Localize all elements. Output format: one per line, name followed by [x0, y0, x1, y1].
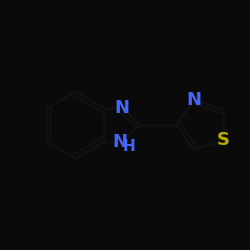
Text: N: N: [186, 91, 202, 109]
Text: H: H: [123, 139, 136, 154]
Text: N: N: [112, 133, 127, 151]
Text: N: N: [114, 99, 129, 117]
Text: S: S: [217, 131, 230, 149]
